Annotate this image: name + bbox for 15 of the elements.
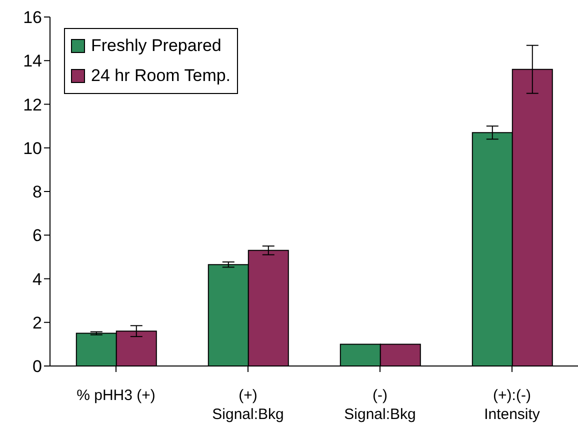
y-tick-label: 12	[23, 95, 42, 114]
y-tick-label: 8	[32, 182, 42, 202]
x-tick-label: (-) Signal:Bkg	[344, 387, 416, 423]
y-tick-label: 16	[23, 8, 42, 28]
legend-label: Freshly Prepared	[91, 36, 222, 56]
y-tick-label: 10	[23, 138, 42, 158]
y-tick-label: 0	[32, 357, 42, 376]
y-tick-label: 4	[32, 270, 42, 289]
y-tick-label: 2	[32, 313, 42, 332]
x-tick-label: (+):(-) Intensity	[484, 387, 540, 423]
x-tick-label: % pHH3 (+)	[76, 387, 156, 404]
legend-label: 24 hr Room Temp.	[91, 66, 231, 86]
y-tick-label: 6	[32, 226, 42, 246]
x-tick-label: (+) Signal:Bkg	[212, 387, 284, 423]
y-tick-label: 14	[23, 52, 42, 71]
